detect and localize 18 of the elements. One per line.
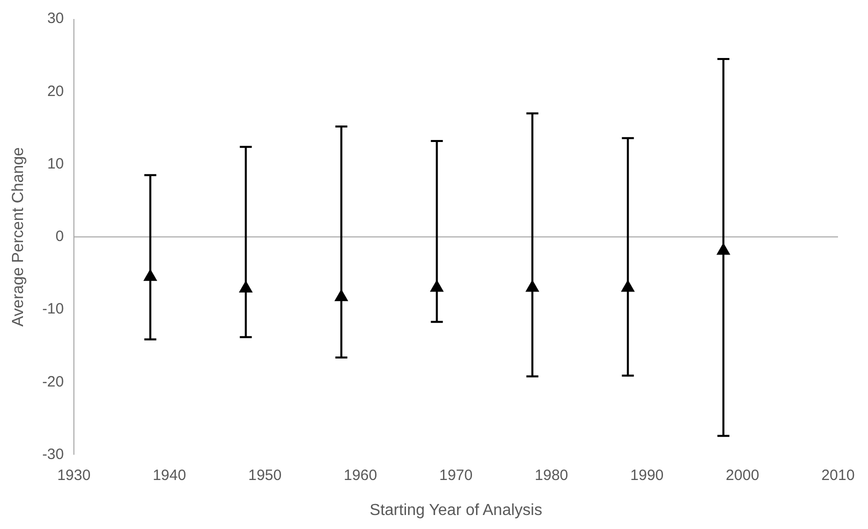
y-tick-label: -30 <box>42 446 64 463</box>
y-tick-label: 30 <box>47 10 64 28</box>
y-tick-label: 0 <box>56 228 64 246</box>
y-tick-label: 20 <box>47 82 64 100</box>
y-tick-label: -20 <box>42 373 64 390</box>
x-tick-label: 1940 <box>152 466 186 484</box>
y-axis-title: Average Percent Change <box>10 147 28 327</box>
y-tick-label: -10 <box>42 300 64 318</box>
x-tick-label: 1970 <box>439 466 473 484</box>
x-tick-label: 2010 <box>821 466 855 484</box>
x-tick-label: 2000 <box>726 466 760 484</box>
x-tick-label: 1930 <box>57 466 91 484</box>
x-tick-label: 1980 <box>534 466 568 484</box>
x-axis-title: Starting Year of Analysis <box>370 502 542 519</box>
y-tick-label: 10 <box>47 155 64 172</box>
x-tick-label: 1960 <box>344 466 378 484</box>
x-tick-label: 1990 <box>630 466 664 484</box>
x-tick-label: 1950 <box>248 466 282 484</box>
